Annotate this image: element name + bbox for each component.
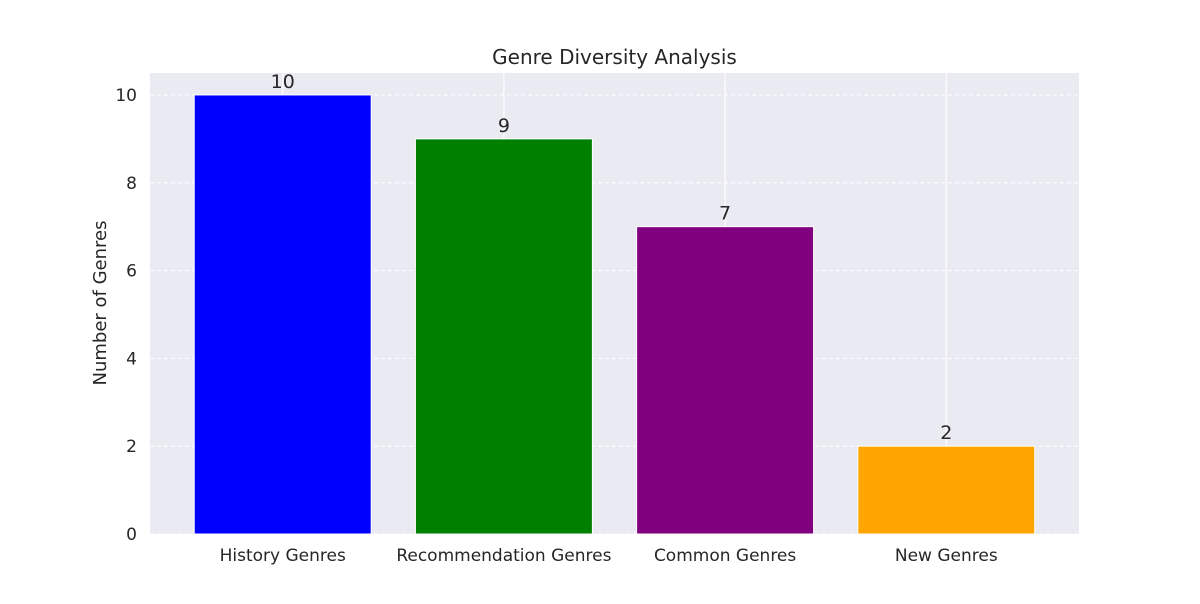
bars bbox=[193, 94, 1036, 535]
x-tick-label: History Genres bbox=[220, 546, 346, 566]
y-tick-label: 4 bbox=[126, 349, 137, 369]
x-tick-label: Recommendation Genres bbox=[396, 546, 611, 566]
y-tick-label: 10 bbox=[115, 86, 137, 106]
data-labels: 10 9 7 2 bbox=[271, 71, 953, 444]
y-tick-labels: 0 2 4 6 8 10 bbox=[115, 86, 137, 545]
y-tick-label: 2 bbox=[126, 437, 137, 457]
bar bbox=[414, 138, 593, 535]
y-axis-label: Number of Genres bbox=[90, 221, 111, 386]
y-tick-label: 8 bbox=[126, 174, 137, 194]
y-tick-label: 6 bbox=[126, 262, 137, 282]
bar bbox=[857, 445, 1036, 535]
x-tick-label: New Genres bbox=[895, 546, 998, 566]
bar-data-label: 10 bbox=[271, 71, 295, 93]
bar-data-label: 2 bbox=[940, 422, 952, 444]
y-tick-label: 0 bbox=[126, 525, 137, 545]
x-tick-labels: History Genres Recommendation Genres Commo… bbox=[220, 546, 998, 566]
bar bbox=[636, 226, 815, 535]
bar-data-label: 7 bbox=[719, 203, 731, 225]
bar-data-label: 9 bbox=[498, 115, 510, 137]
chart-title: Genre Diversity Analysis bbox=[492, 45, 737, 69]
bar bbox=[193, 94, 372, 535]
x-tick-label: Common Genres bbox=[654, 546, 796, 566]
